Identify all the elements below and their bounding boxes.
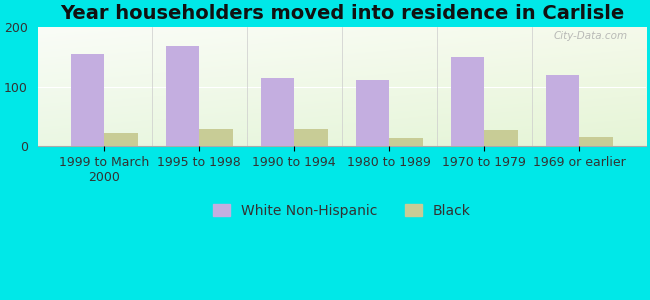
- Bar: [104, 133, 138, 146]
- Legend: White Non-Hispanic, Black: White Non-Hispanic, Black: [207, 198, 476, 223]
- Bar: [166, 46, 200, 146]
- Bar: [546, 75, 579, 146]
- Bar: [294, 129, 328, 146]
- Title: Year householders moved into residence in Carlisle: Year householders moved into residence i…: [60, 4, 624, 23]
- Bar: [356, 80, 389, 146]
- Bar: [200, 129, 233, 146]
- Bar: [71, 54, 104, 146]
- Text: City-Data.com: City-Data.com: [553, 31, 628, 41]
- Bar: [579, 137, 612, 146]
- Bar: [261, 78, 294, 146]
- Bar: [451, 57, 484, 146]
- Bar: [389, 138, 422, 146]
- Bar: [484, 130, 517, 146]
